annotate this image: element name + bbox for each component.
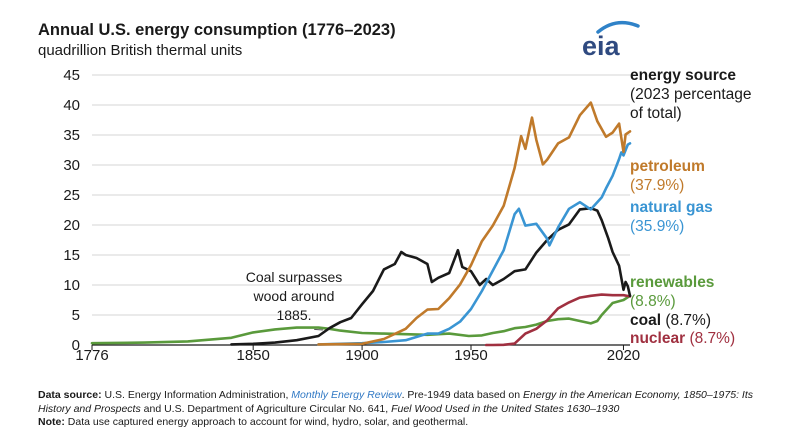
y-tick-label-20: 20 bbox=[63, 217, 80, 234]
x-tick-label-1950: 1950 bbox=[454, 347, 487, 364]
annotation-line-2: wood around bbox=[253, 288, 335, 304]
note-line: Note: Data use captured energy approach … bbox=[38, 416, 778, 430]
annotation-line-3: 1885. bbox=[276, 307, 312, 323]
legend-title: energy source bbox=[630, 67, 736, 84]
y-tick-label-25: 25 bbox=[63, 187, 80, 204]
x-tick-label-1900: 1900 bbox=[345, 347, 378, 364]
note-label: Note: bbox=[38, 416, 65, 428]
legend-coal-name: coal bbox=[630, 312, 662, 329]
legend-natural-gas-pct: (35.9%) bbox=[630, 218, 685, 235]
data-source-text-3: and U.S. Department of Agriculture Circu… bbox=[143, 402, 389, 415]
note-text: Data use captured energy approach to acc… bbox=[67, 416, 469, 428]
eia-logo: eia bbox=[582, 20, 640, 60]
series-line-petroleum bbox=[317, 101, 632, 346]
coal-wood-annotation: Coal surpasses wood around 1885. bbox=[224, 268, 364, 325]
legend-heading: energy source (2023 percentage of total) bbox=[630, 66, 752, 123]
data-source-book-2: Fuel Wood Used in the United States 1630… bbox=[391, 402, 620, 415]
data-source-book-1: Energy in the American Economy, 1850–197… bbox=[38, 389, 753, 415]
legend-coal-pct: (8.7%) bbox=[665, 312, 711, 329]
chart-subtitle: quadrillion British thermal units bbox=[38, 42, 243, 59]
y-tick-label-10: 10 bbox=[63, 277, 80, 294]
data-source-text-2: . Pre-1949 data based on bbox=[401, 389, 521, 401]
legend-petroleum: petroleum (37.9%) bbox=[630, 157, 705, 195]
data-source-line: Data source: U.S. Energy Information Adm… bbox=[38, 389, 778, 416]
legend-petroleum-pct: (37.9%) bbox=[630, 177, 685, 194]
y-tick-label-5: 5 bbox=[72, 307, 80, 324]
x-tick-label-1776: 1776 bbox=[75, 347, 108, 364]
x-tick-label-2020: 2020 bbox=[607, 347, 640, 364]
legend-petroleum-name: petroleum bbox=[630, 158, 705, 175]
annotation-leader-line bbox=[314, 328, 323, 331]
y-tick-label-35: 35 bbox=[63, 127, 80, 144]
legend-subtitle-2: of total) bbox=[630, 105, 682, 122]
y-tick-label-0: 0 bbox=[72, 337, 80, 354]
legend-renewables-pct: (8.8%) bbox=[630, 293, 676, 310]
series-line-renewables bbox=[90, 294, 632, 345]
x-tick-label-1850: 1850 bbox=[236, 347, 269, 364]
y-tick-label-45: 45 bbox=[63, 67, 80, 84]
series-lines bbox=[90, 101, 632, 347]
grid-lines bbox=[92, 74, 630, 316]
legend-renewables: renewables (8.8%) bbox=[630, 273, 714, 311]
series-line-nuclear bbox=[484, 293, 632, 347]
y-tick-label-30: 30 bbox=[63, 157, 80, 174]
legend-renewables-name: renewables bbox=[630, 274, 715, 291]
y-tick-label-15: 15 bbox=[63, 247, 80, 264]
svg-text:eia: eia bbox=[582, 31, 621, 60]
annotation-line-1: Coal surpasses bbox=[245, 269, 343, 285]
y-tick-label-40: 40 bbox=[63, 97, 80, 114]
legend-nuclear-pct: (8.7%) bbox=[689, 330, 736, 347]
data-source-label: Data source: bbox=[38, 389, 102, 401]
legend-nuclear: nuclear (8.7%) bbox=[630, 329, 735, 348]
monthly-energy-review-link[interactable]: Monthly Energy Review bbox=[291, 389, 402, 401]
series-line-coal bbox=[230, 206, 632, 346]
x-axis: 1776 1850 1900 1950 2020 bbox=[75, 344, 640, 364]
footer-notes: Data source: U.S. Energy Information Adm… bbox=[38, 389, 778, 430]
chart-title: Annual U.S. energy consumption (1776–202… bbox=[38, 21, 396, 39]
series-line-natural-gas bbox=[317, 142, 632, 346]
legend-natural-gas-name: natural gas bbox=[630, 199, 713, 216]
legend-subtitle-1: (2023 percentage bbox=[630, 86, 752, 103]
legend-natural-gas: natural gas (35.9%) bbox=[630, 198, 713, 236]
legend-nuclear-name: nuclear bbox=[630, 330, 686, 347]
legend-coal: coal (8.7%) bbox=[630, 311, 711, 330]
data-source-text-1: U.S. Energy Information Administration, bbox=[104, 389, 289, 401]
y-axis: 0 5 10 15 20 25 30 35 40 45 bbox=[63, 67, 80, 354]
